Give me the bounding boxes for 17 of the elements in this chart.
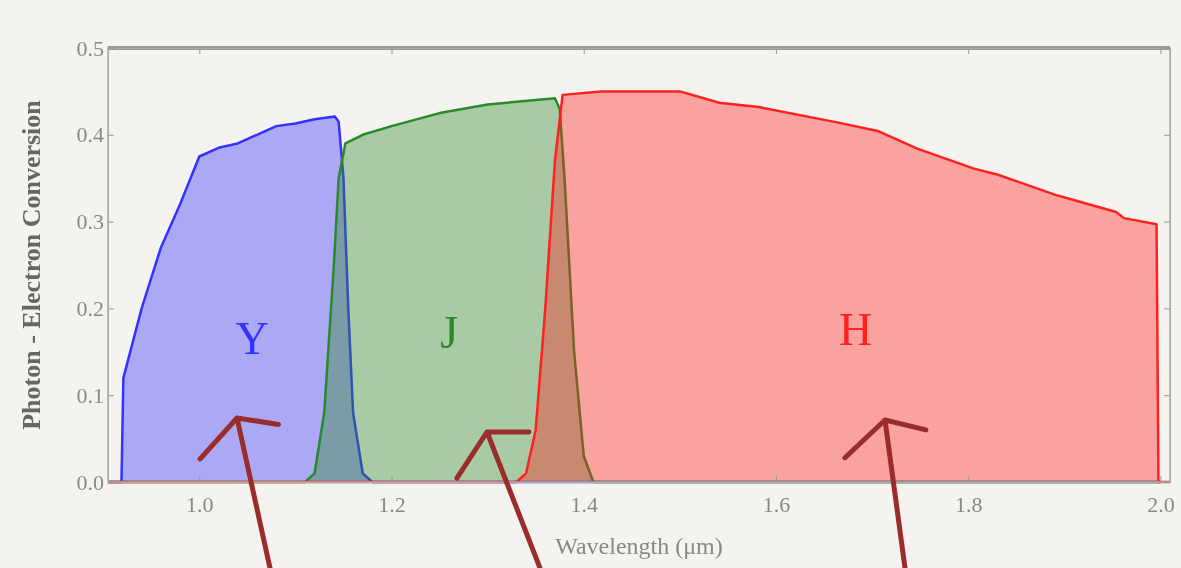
y-tick-label: 0.2: [76, 295, 104, 321]
series-label: H: [839, 304, 873, 356]
y-tick-label: 0.3: [76, 209, 104, 235]
x-tick-label: 1.4: [570, 491, 598, 517]
y-tick-label: 0.4: [76, 122, 104, 148]
series-label: Y: [235, 313, 269, 365]
x-axis-title: Wavelength (μm): [555, 533, 723, 559]
x-tick-label: 1.6: [762, 491, 791, 517]
y-tick-label: 0.0: [76, 469, 104, 495]
x-tick-label: 1.0: [186, 491, 214, 517]
y-axis-title: Photon - Electron Conversion: [17, 99, 46, 430]
x-tick-label: 1.2: [378, 491, 406, 517]
x-tick-label: 1.8: [954, 491, 983, 517]
y-tick-label: 0.5: [76, 35, 104, 61]
y-tick-label: 0.1: [76, 382, 104, 408]
series-label: J: [440, 306, 459, 358]
x-tick-label: 2.0: [1147, 491, 1175, 517]
